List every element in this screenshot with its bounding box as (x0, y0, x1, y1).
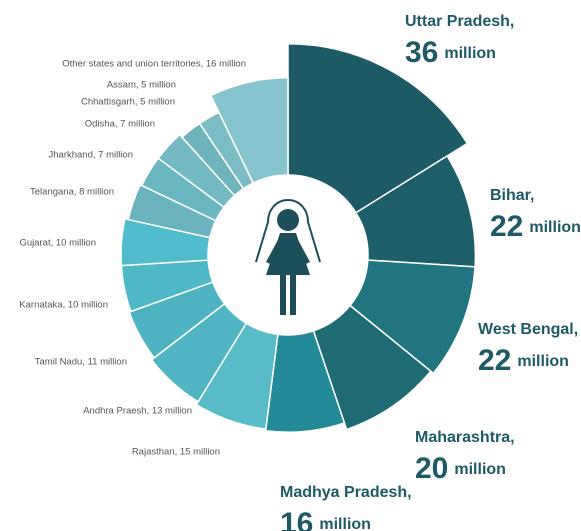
state-value: 22 million (478, 344, 569, 377)
unit: million (529, 219, 581, 236)
girl-icon (255, 199, 321, 315)
value: 16 (280, 507, 313, 531)
state-name: Bihar, (490, 187, 534, 204)
state-name: Madhya Pradesh, (280, 484, 412, 501)
state-label: Other states and union territories, 16 m… (62, 59, 246, 70)
state-label: Tamil Nadu, 11 million (35, 357, 127, 368)
unit: million (454, 461, 506, 478)
state-name: Maharashtra, (415, 429, 515, 446)
state-label: Telangana, 8 million (30, 187, 114, 198)
unit: million (319, 516, 371, 531)
state-value: 36 million (405, 36, 496, 69)
state-label: Rajasthan, 15 million (132, 447, 220, 458)
segments (120, 43, 477, 433)
state-value: 20 million (415, 452, 506, 485)
state-name: West Bengal, (478, 321, 578, 338)
state-label: Jharkhand, 7 million (49, 150, 134, 161)
state-label: Chhattisgarh, 5 million (81, 97, 175, 108)
state-label: Odisha, 7 million (85, 119, 155, 130)
state-name: Uttar Pradesh, (405, 13, 514, 30)
state-label: Andhra Praesh, 13 million (83, 406, 192, 417)
unit: million (444, 45, 496, 62)
state-label: Gujarat, 10 million (19, 238, 96, 249)
state-value: 16 million (280, 507, 371, 531)
value: 36 (405, 36, 438, 69)
state-label: Assam, 5 million (107, 80, 176, 91)
segment (195, 322, 279, 430)
value: 22 (490, 210, 523, 243)
value: 20 (415, 452, 448, 485)
unit: million (517, 353, 569, 370)
value: 22 (478, 344, 511, 377)
state-label: Karnataka, 10 million (19, 300, 108, 311)
state-value: 22 million (490, 210, 581, 243)
